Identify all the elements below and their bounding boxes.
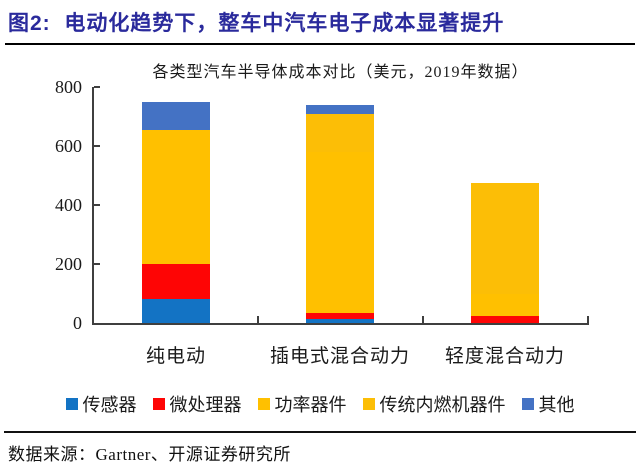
y-axis-line	[92, 87, 94, 325]
bar-segment-传统内燃机器件	[471, 182, 539, 294]
y-axis-tick	[94, 86, 100, 88]
bar-segment-微处理器	[306, 312, 374, 319]
x-axis-category-label: 纯电动	[145, 346, 206, 367]
bar-segment-功率器件	[142, 129, 210, 264]
x-axis-category-label: 轻度混合动力	[444, 346, 565, 367]
y-axis-tick-label: 600	[55, 136, 82, 156]
legend-item-传统内燃机器件: 传统内燃机器件	[362, 391, 506, 417]
x-axis-tick	[422, 316, 424, 323]
bar-segment-其他	[142, 101, 210, 130]
y-axis-tick	[94, 145, 100, 147]
legend-label: 传感器	[82, 395, 137, 415]
y-axis-tick-label: 200	[55, 254, 82, 274]
legend-item-其他: 其他	[521, 391, 575, 417]
bar-segment-微处理器	[142, 264, 210, 300]
legend-swatch-icon	[521, 398, 534, 410]
footer-divider	[4, 431, 636, 433]
legend-item-微处理器: 微处理器	[152, 391, 242, 417]
y-axis-tick-label: 400	[55, 195, 82, 215]
figure-title: 图2: 电动化趋势下，整车中汽车电子成本显著提升	[8, 12, 505, 35]
bar-segment-微处理器	[471, 315, 539, 323]
legend-item-传感器: 传感器	[65, 391, 137, 417]
chart-title: 各类型汽车半导体成本对比（美元，2019年数据）	[152, 64, 529, 81]
x-axis-tick	[257, 316, 259, 323]
header-divider	[5, 43, 635, 45]
legend-swatch-icon	[362, 398, 375, 410]
bar-segment-传感器	[142, 299, 210, 323]
legend-swatch-icon	[257, 398, 270, 410]
bar-segment-传统内燃机器件	[306, 113, 374, 152]
bar-segment-功率器件	[306, 151, 374, 313]
legend-label: 微处理器	[169, 395, 242, 415]
chart-legend: 传感器 微处理器 功率器件 传统内燃机器件 其他	[0, 391, 640, 417]
x-axis-category-label: 插电式混合动力	[269, 346, 410, 367]
legend-item-功率器件: 功率器件	[257, 391, 347, 417]
data-source: 数据来源：Gartner、开源证券研究所	[8, 445, 291, 464]
bar-segment-功率器件	[471, 293, 539, 316]
legend-label: 功率器件	[274, 395, 347, 415]
y-axis-tick-label: 0	[73, 313, 82, 333]
x-axis-line	[92, 323, 589, 325]
y-axis-tick	[94, 263, 100, 265]
y-axis-tick	[94, 204, 100, 206]
legend-swatch-icon	[152, 398, 165, 410]
y-axis-tick-label: 800	[55, 77, 82, 97]
bar-segment-其他	[306, 104, 374, 114]
legend-swatch-icon	[65, 398, 78, 410]
legend-label: 其他	[538, 395, 575, 415]
x-axis-tick	[587, 316, 589, 323]
legend-label: 传统内燃机器件	[379, 395, 506, 415]
bar-segment-传感器	[306, 318, 374, 323]
